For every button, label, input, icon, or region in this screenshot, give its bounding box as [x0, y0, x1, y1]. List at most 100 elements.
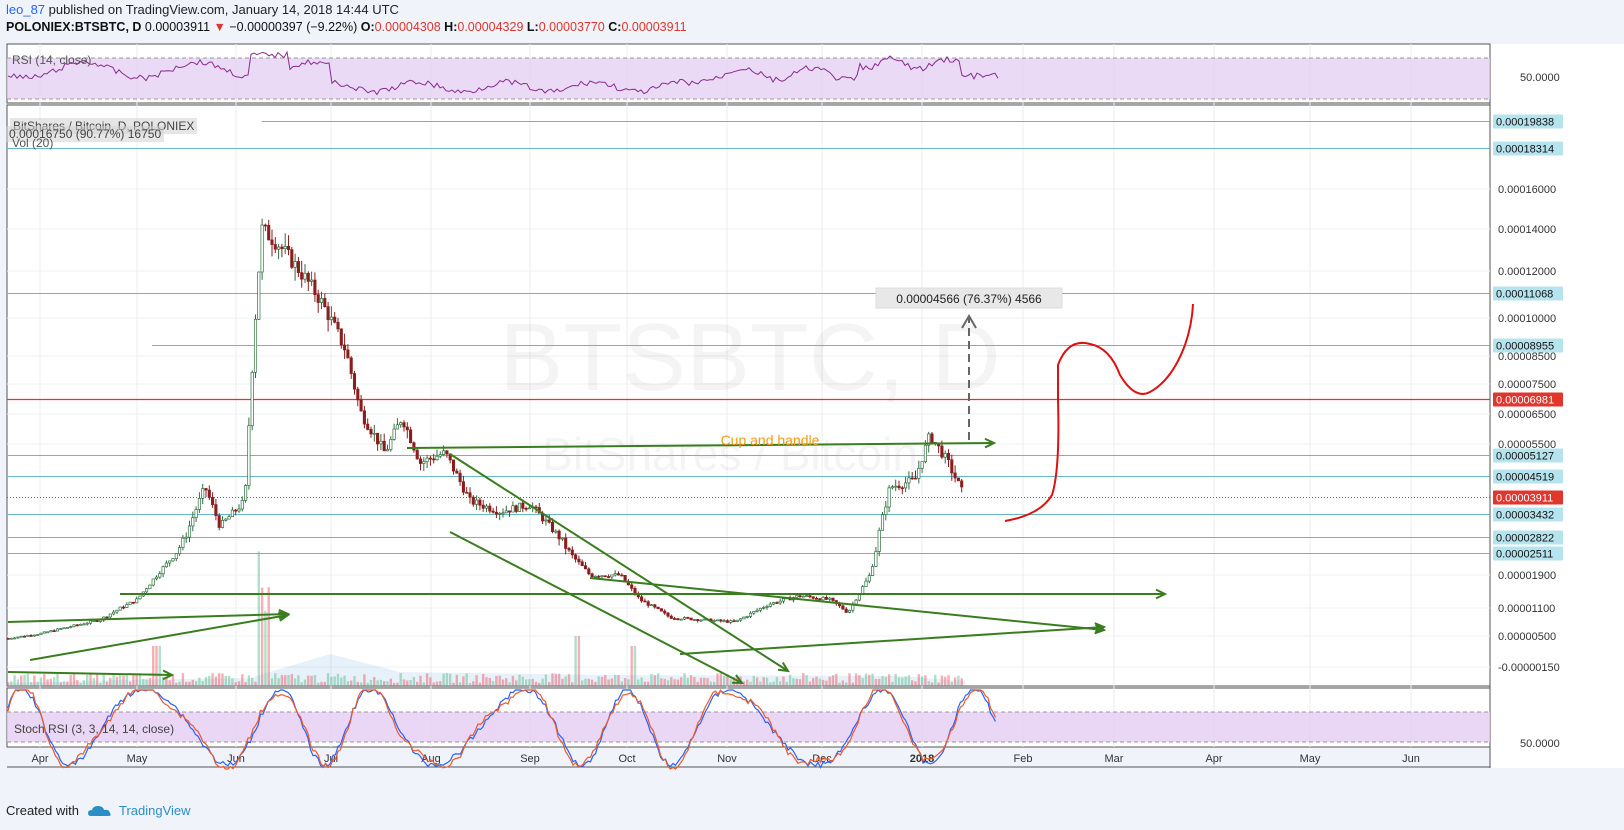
- tradingview-logo[interactable]: TradingView: [87, 803, 191, 818]
- candle-body: [890, 486, 894, 489]
- volume-bar: [878, 678, 881, 686]
- username[interactable]: leo_87: [6, 2, 46, 17]
- candle-body: [16, 636, 20, 639]
- candle-body: [240, 500, 244, 510]
- candle-body: [686, 617, 690, 619]
- volume-bar: [785, 681, 788, 686]
- volume-legend[interactable]: Vol (20): [12, 136, 54, 150]
- candle-body: [821, 596, 825, 601]
- volume-bar: [693, 677, 696, 686]
- volume-bar: [709, 681, 713, 686]
- candle-body: [211, 497, 215, 505]
- volume-bar: [152, 646, 155, 686]
- volume-bar: [528, 679, 531, 686]
- candle-body: [814, 597, 819, 600]
- volume-bar: [56, 673, 59, 686]
- volume-bar: [911, 680, 914, 686]
- rsi-band: [7, 58, 1490, 99]
- candle-body: [415, 449, 419, 460]
- y-tick-label: 0.00001900: [1498, 570, 1556, 582]
- volume-bar: [72, 673, 76, 686]
- volume-bar: [511, 675, 515, 686]
- volume-bar: [871, 673, 874, 686]
- candle-body: [217, 515, 221, 528]
- candle-body: [923, 444, 927, 463]
- candle-body: [910, 477, 914, 480]
- candle-body: [765, 606, 769, 608]
- candle-body: [339, 328, 343, 346]
- candle-body: [184, 536, 188, 539]
- volume-bar: [581, 680, 584, 686]
- x-tick-label: May: [1300, 753, 1321, 765]
- volume-bar: [432, 682, 435, 686]
- volume-bar: [924, 675, 927, 686]
- volume-bar: [376, 680, 379, 686]
- volume-bar: [851, 682, 854, 686]
- candle-body: [244, 485, 248, 501]
- volume-bar: [673, 679, 676, 686]
- candle-body: [372, 432, 376, 435]
- candle-body: [310, 279, 314, 282]
- candle-body: [554, 530, 558, 533]
- price-level-label: 0.00006981: [1496, 395, 1554, 407]
- candle-body: [286, 246, 291, 250]
- volume-bar: [161, 677, 165, 686]
- cup-handle-trendline: [406, 442, 995, 449]
- volume-bar: [706, 678, 709, 686]
- rsi-legend[interactable]: RSI (14, close): [12, 53, 92, 67]
- volume-bar: [775, 676, 779, 686]
- volume-bar: [211, 673, 214, 686]
- stoch-rsi-legend[interactable]: Stoch RSI (3, 3, 14, 14, close): [14, 722, 175, 736]
- candle-body: [517, 502, 522, 512]
- early-resistance-trendline: [7, 613, 289, 623]
- volume-bar: [449, 673, 452, 686]
- candle-body: [131, 601, 135, 604]
- candle-body: [805, 595, 809, 597]
- x-tick-label: Jul: [324, 753, 338, 765]
- volume-bar: [571, 682, 574, 686]
- candle-body: [174, 553, 178, 559]
- volume-bar: [145, 679, 148, 686]
- volume-bar: [119, 675, 122, 686]
- volume-bar: [901, 677, 904, 686]
- candle-body: [880, 514, 885, 531]
- volume-bar: [181, 673, 185, 686]
- price-level-label: 0.00018314: [1496, 144, 1554, 156]
- candle-body: [854, 599, 858, 605]
- candle-body: [32, 634, 36, 637]
- candle-body: [207, 489, 211, 498]
- candle-body: [610, 574, 614, 578]
- candle-body: [253, 318, 258, 373]
- price-level-badge: [1493, 141, 1563, 156]
- candle-body: [712, 620, 716, 622]
- candle-body: [178, 547, 182, 555]
- candle-body: [739, 618, 743, 621]
- x-tick-label: Mar: [1105, 753, 1124, 765]
- candle-body: [471, 496, 475, 505]
- candle-body: [108, 613, 112, 618]
- candle-body: [768, 603, 772, 607]
- price-level-label: 0.00002822: [1496, 533, 1554, 545]
- low-value: 0.00003770: [538, 20, 605, 34]
- volume-bar: [670, 677, 673, 686]
- candle-body: [752, 611, 756, 614]
- candle-body: [861, 586, 865, 595]
- y-tick-label: 0.00006500: [1498, 409, 1556, 421]
- arrow-head-icon: [777, 661, 790, 673]
- symbol-label[interactable]: POLONIEX:BTSBTC, D: [6, 20, 142, 34]
- volume-bar: [13, 675, 16, 686]
- volume-bar: [594, 681, 597, 686]
- volume-bar: [389, 678, 392, 686]
- candle-body: [524, 507, 528, 510]
- candle-body: [501, 512, 505, 515]
- volume-bar: [614, 674, 617, 686]
- volume-bar: [818, 678, 821, 686]
- volume-bar: [732, 677, 736, 686]
- candle-body: [580, 561, 584, 567]
- volume-bar: [274, 673, 277, 686]
- volume-bar: [198, 677, 201, 686]
- volume-bar: [95, 673, 99, 686]
- y-tick-label: 0.00014000: [1498, 224, 1556, 236]
- volume-bar: [788, 674, 792, 686]
